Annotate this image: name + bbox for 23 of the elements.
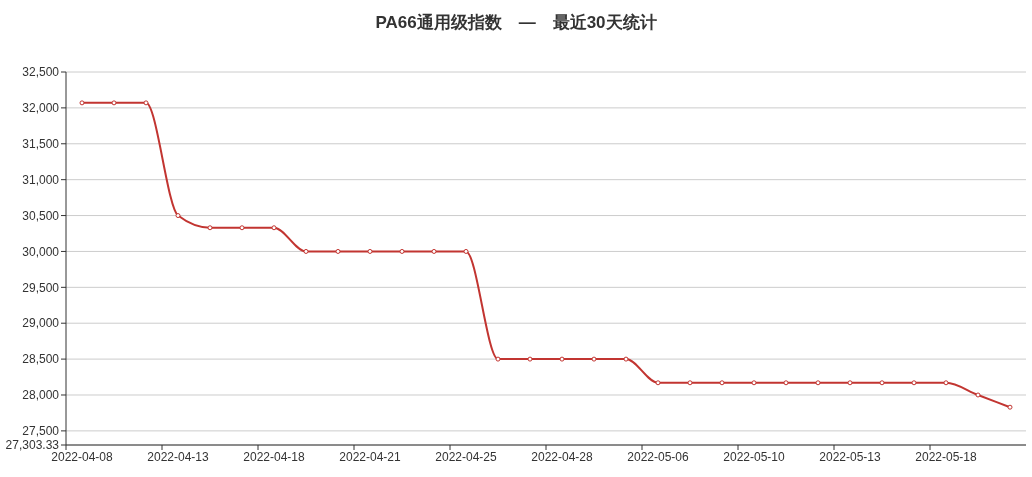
x-tick-label: 2022-04-08 [51, 450, 114, 464]
x-tick-label: 2022-04-13 [147, 450, 210, 464]
x-tick-label: 2022-04-18 [243, 450, 306, 464]
y-tick-label: 28,500 [22, 352, 60, 367]
y-tick-label: 28,000 [22, 388, 60, 403]
y-tick-label: 31,500 [22, 136, 60, 151]
y-tick-label: 32,500 [22, 65, 60, 80]
x-tick-label: 2022-05-18 [915, 450, 978, 464]
y-tick-label: 29,000 [22, 316, 60, 331]
x-tick-label: 2022-05-10 [723, 450, 786, 464]
y-tick-label: 30,000 [22, 244, 60, 259]
y-tick-label: 31,000 [22, 172, 60, 187]
chart-title: PA66通用级指数 — 最近30天统计 [375, 13, 657, 32]
x-tick-label: 2022-05-13 [819, 450, 882, 464]
x-tick-label: 2022-04-28 [531, 450, 594, 464]
y-tick-label: 30,500 [22, 208, 60, 223]
y-tick-label: 32,000 [22, 101, 60, 116]
x-tick-label: 2022-05-06 [627, 450, 690, 464]
y-tick-label: 29,500 [22, 280, 60, 295]
y-tick-label: 27,303.33 [5, 438, 60, 453]
x-tick-label: 2022-04-25 [435, 450, 498, 464]
y-tick-label: 27,500 [22, 424, 60, 439]
x-tick-label: 2022-04-21 [339, 450, 402, 464]
